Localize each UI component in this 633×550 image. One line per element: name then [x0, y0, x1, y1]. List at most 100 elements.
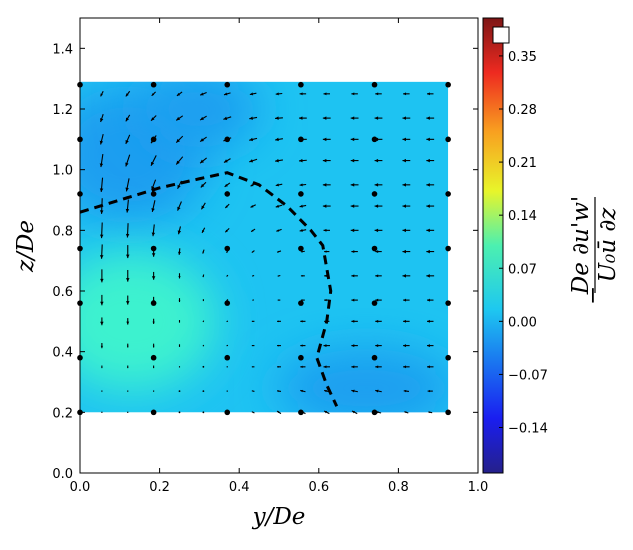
quiver-arrow	[403, 319, 410, 323]
quiver-arrow	[199, 157, 207, 164]
quiver-arrow	[126, 245, 130, 259]
quiver-arrow	[403, 344, 410, 348]
x-tick-label: 0.0	[70, 480, 91, 495]
quiver-arrow	[375, 250, 382, 254]
quiver-arrow	[151, 200, 156, 213]
quiver-arrow	[324, 274, 330, 278]
quiver-arrow	[402, 274, 411, 278]
quiver-arrow	[226, 366, 228, 368]
quiver-arrow	[402, 158, 411, 163]
quiver-arrow	[350, 183, 359, 187]
quiver-arrow	[322, 158, 331, 163]
quiver-arrow	[151, 224, 156, 237]
quiver-arrow	[375, 389, 382, 393]
quiver-arrow	[299, 183, 307, 187]
colorbar-tick-label: −0.07	[508, 368, 548, 383]
quiver-arrow	[250, 183, 256, 187]
quiver-arrow	[199, 115, 207, 121]
quiver-arrow	[351, 92, 358, 96]
quiver-arrow	[202, 320, 205, 323]
quiver-arrow	[151, 91, 156, 97]
quiver-arrow	[374, 158, 383, 163]
quiver-arrow	[177, 226, 182, 235]
quiver-arrow	[251, 345, 255, 347]
quiver-arrow	[99, 177, 104, 193]
quiver-arrow	[202, 365, 205, 368]
quiver-arrow	[300, 274, 305, 277]
quiver-arrow	[100, 114, 104, 123]
plot-frame	[79, 17, 479, 474]
quiver-arrow	[276, 410, 282, 415]
quiver-arrow	[300, 299, 305, 301]
quiver-arrow	[200, 202, 206, 210]
quiver-arrow	[177, 201, 182, 211]
quiver-arrow	[99, 133, 104, 145]
quiver-arrow	[126, 343, 129, 348]
quiver-arrow	[402, 137, 411, 142]
quiver-arrow	[426, 365, 434, 369]
measurement-point	[445, 409, 451, 416]
quiver-arrow	[324, 389, 330, 393]
quiver-arrow	[249, 137, 258, 142]
measurement-point	[224, 245, 231, 252]
contour-field	[80, 81, 449, 413]
quiver-arrow	[175, 135, 184, 143]
quiver-arrow	[403, 298, 410, 302]
quiver-arrow	[176, 91, 183, 97]
colorbar-label-denominator: U₀ū ∂z	[595, 207, 621, 283]
quiver-arrow	[152, 318, 155, 324]
quiver-arrow	[250, 228, 256, 233]
quiver-arrow	[323, 344, 331, 348]
colorbar-tick-label: −0.14	[508, 422, 548, 437]
quiver-arrow	[226, 344, 229, 347]
quiver-arrow	[324, 250, 330, 253]
quiver-arrow	[178, 248, 181, 255]
quiver-arrow	[374, 183, 383, 187]
quiver-arrow	[323, 410, 330, 415]
dashed-boundary-curve	[79, 171, 339, 407]
measurement-point	[224, 81, 231, 88]
measurement-point	[224, 409, 231, 416]
quiver-arrow	[251, 366, 255, 368]
quiver-arrow	[275, 158, 283, 163]
quiver-arrow	[426, 274, 435, 278]
quiver-arrow	[100, 294, 104, 306]
y-tick-label: 0.4	[52, 346, 73, 361]
quiver-arrow	[403, 389, 410, 393]
quiver-arrow	[426, 344, 434, 348]
quiver-arrow	[251, 320, 255, 322]
x-tick-label: 0.6	[308, 480, 329, 495]
measurement-point	[224, 300, 231, 306]
quiver-arrow	[251, 274, 255, 277]
quiver-arrow	[151, 179, 157, 191]
quiver-arrow	[277, 320, 281, 323]
colorbar-label-numerator: De ∂u'w'	[568, 196, 594, 295]
quiver-arrow	[125, 199, 130, 213]
quiver-arrow	[223, 158, 231, 163]
quiver-arrow	[251, 250, 255, 253]
quiver-arrow	[300, 320, 306, 323]
quiver-arrow	[126, 318, 130, 325]
quiver-arrow	[323, 365, 331, 369]
quiver-arrow	[177, 180, 182, 189]
y-tick-label: 1.0	[52, 164, 73, 179]
measurement-point	[224, 354, 231, 361]
quiver-arrow	[249, 158, 258, 163]
quiver-arrow	[178, 320, 181, 323]
quiver-arrow	[200, 181, 207, 188]
quiver-arrow	[351, 365, 358, 369]
quiver-arrow	[404, 411, 409, 414]
quiver-arrow	[276, 228, 282, 232]
quiver-arrow	[99, 198, 104, 214]
quiver-arrow	[323, 92, 331, 96]
measurement-point	[298, 245, 304, 252]
quiver-arrow	[300, 344, 306, 347]
quiver-arrow	[101, 390, 103, 392]
quiver-arrow	[226, 274, 229, 277]
quiver-arrow	[374, 228, 383, 233]
quiver-arrow	[324, 320, 330, 323]
quiver-arrow	[427, 389, 433, 393]
quiver-arrow	[277, 299, 281, 301]
quiver-arrow	[224, 227, 230, 233]
quiver-arrow	[299, 92, 307, 96]
